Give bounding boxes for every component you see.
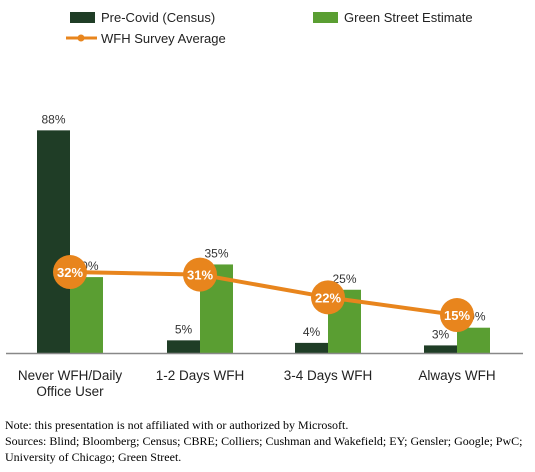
- bar-1-4: [424, 345, 457, 353]
- legend-swatch-1: [70, 12, 95, 23]
- bar-label-1-1: 88%: [41, 112, 65, 126]
- line-marker-1: [53, 255, 87, 290]
- legend-label-1: Pre-Covid (Census): [101, 10, 215, 25]
- bar-2-1: [70, 277, 103, 353]
- line-label-2: 31%: [187, 268, 213, 283]
- bar-2-4: [457, 327, 490, 353]
- bar-1-1: [37, 130, 70, 353]
- disclaimer-note: Note: this presentation is not affiliate…: [5, 418, 349, 432]
- line-marker-4: [440, 298, 474, 333]
- line-series-path: [69, 270, 458, 318]
- legend-label-3: WFH Survey Average: [101, 31, 226, 46]
- bar-label-1-3: 4%: [303, 325, 321, 339]
- line-marker-3: [311, 280, 345, 315]
- chart: Pre-Covid (Census) Green Street Estimate W…: [6, 10, 523, 399]
- bar-label-1-2: 5%: [175, 322, 193, 336]
- bar-label-2-2: 35%: [204, 246, 228, 260]
- x-tick-label-1-2: Office User: [36, 384, 104, 399]
- bar-label-1-4: 3%: [432, 327, 450, 341]
- x-tick-label-1-1: Never WFH/Daily: [18, 368, 123, 383]
- line-label-4: 15%: [444, 308, 470, 323]
- line-label-3: 22%: [315, 290, 341, 305]
- line-marker-2: [183, 257, 217, 292]
- bar-label-2-3: 25%: [332, 272, 356, 286]
- legend-swatch-2: [313, 12, 338, 23]
- x-tick-label-3: 3-4 Days WFH: [284, 368, 373, 383]
- bar-1-2: [167, 340, 200, 353]
- legend-label-2: Green Street Estimate: [344, 10, 473, 25]
- line-label-1: 32%: [57, 265, 83, 280]
- x-tick-label-4: Always WFH: [418, 368, 495, 383]
- x-tick-label-2: 1-2 Days WFH: [156, 368, 245, 383]
- bar-1-3: [295, 342, 328, 353]
- sources-note: Sources: Blind; Bloomberg; Census; CBRE;…: [5, 434, 523, 464]
- legend-line-marker: [77, 34, 85, 42]
